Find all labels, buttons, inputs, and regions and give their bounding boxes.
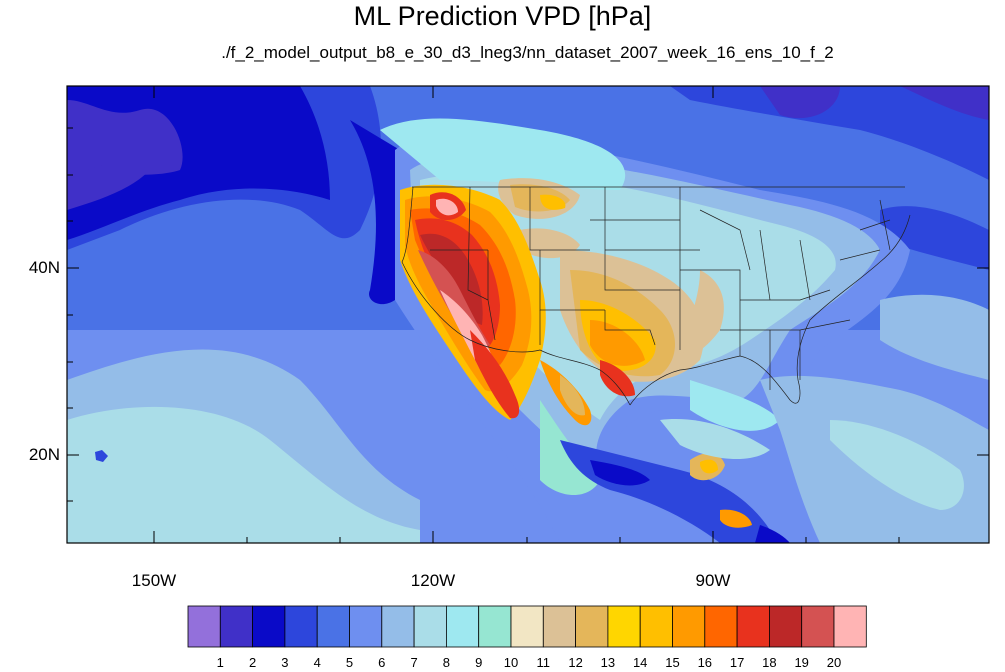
colorbar-label: 9: [475, 655, 483, 670]
colorbar-box: [413, 605, 447, 648]
colorbar-box: [769, 605, 803, 648]
colorbar-label: 15: [665, 655, 680, 670]
colorbar-label: 3: [281, 655, 289, 670]
lon-label-120w: 120W: [410, 571, 456, 590]
colorbar-label: 16: [697, 655, 713, 670]
colorbar-box: [575, 605, 609, 648]
colorbar-box: [704, 605, 738, 648]
lat-label-40n: 40N: [28, 258, 60, 277]
colorbar-boxes: [187, 605, 867, 648]
colorbar-label: 7: [410, 655, 418, 670]
colorbar-box: [801, 605, 835, 648]
colorbar-box: [316, 605, 350, 648]
colorbar-box: [639, 605, 673, 648]
colorbar-box: [445, 605, 480, 648]
colorbar-label: 20: [826, 655, 842, 670]
vpd-map: [66, 85, 990, 544]
colorbar-label: 10: [503, 655, 519, 670]
colorbar-label: 8: [442, 655, 450, 670]
colorbar-label: 2: [248, 655, 257, 670]
colorbar-box: [349, 605, 383, 648]
colorbar-label: 14: [632, 655, 648, 670]
colorbar-box: [542, 605, 576, 648]
colorbar-box: [672, 605, 706, 648]
lon-label-150w: 150W: [131, 571, 177, 590]
colorbar-box: [833, 605, 867, 648]
colorbar-label: 12: [568, 655, 583, 670]
colorbar-label: 1: [216, 655, 224, 670]
map-subtitle: ./f_2_model_output_b8_e_30_d3_lneg3/nn_d…: [221, 43, 834, 62]
colorbar-box: [510, 605, 544, 648]
colorbar-label: 18: [762, 655, 777, 670]
colorbar-box: [252, 605, 286, 648]
colorbar-label: 5: [345, 655, 354, 670]
map-ticks: [67, 86, 989, 543]
colorbar-label: 11: [536, 655, 551, 670]
colorbar-box: [381, 605, 415, 648]
colorbar-box: [736, 605, 770, 648]
colorbar-box: [219, 605, 254, 648]
colorbar-label: 19: [794, 655, 809, 670]
vpd-field: [67, 86, 989, 543]
colorbar-box: [478, 605, 512, 648]
colorbar-label: 4: [313, 655, 321, 670]
colorbar-box: [607, 605, 641, 648]
colorbar-box: [187, 605, 221, 648]
colorbar-box: [284, 605, 318, 648]
map-title: ML Prediction VPD [hPa]: [353, 1, 652, 31]
colorbar-label: 17: [729, 655, 745, 670]
colorbar-label: 13: [600, 655, 616, 670]
colorbar-label: 6: [378, 655, 386, 670]
lon-label-90w: 90W: [695, 571, 731, 590]
lat-label-20n: 20N: [28, 445, 60, 464]
